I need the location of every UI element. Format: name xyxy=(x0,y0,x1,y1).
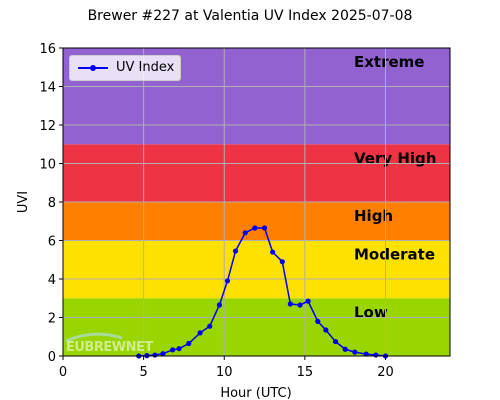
x-tick-label: 5 xyxy=(139,365,147,380)
legend-label-uv-index: UV Index xyxy=(116,60,175,75)
band-label-high: High xyxy=(354,207,393,225)
band-label-very-high: Very High xyxy=(354,149,436,167)
band-label-low: Low xyxy=(354,303,388,321)
y-tick-label: 8 xyxy=(48,196,56,211)
x-tick-label: 10 xyxy=(216,365,233,380)
data-point xyxy=(224,278,231,284)
x-tick-label: 15 xyxy=(297,365,314,380)
data-point xyxy=(242,230,248,236)
band-label-extreme: Extreme xyxy=(354,53,424,71)
chart-title: Brewer #227 at Valentia UV Index 2025-07… xyxy=(88,8,413,24)
watermark-text: EUBREWNET xyxy=(66,340,153,355)
y-tick-label: 6 xyxy=(48,235,56,250)
data-point xyxy=(152,352,158,358)
data-point xyxy=(216,302,223,308)
data-point xyxy=(270,249,276,255)
data-point xyxy=(279,259,285,265)
data-point xyxy=(373,352,379,358)
legend-marker xyxy=(90,65,96,71)
y-tick-label: 16 xyxy=(39,42,56,57)
logo-swoosh xyxy=(65,332,123,343)
data-point xyxy=(232,248,239,254)
data-point xyxy=(323,327,329,333)
data-point xyxy=(176,346,182,352)
x-tick-label: 0 xyxy=(59,365,67,380)
data-point xyxy=(363,351,369,357)
data-point xyxy=(342,346,348,352)
data-point xyxy=(315,318,321,324)
x-axis-label: Hour (UTC) xyxy=(220,386,291,400)
y-tick-label: 2 xyxy=(48,312,56,327)
band-label-moderate: Moderate xyxy=(354,246,435,264)
y-tick-label: 0 xyxy=(48,350,56,365)
data-point xyxy=(207,323,213,329)
data-point xyxy=(160,351,166,357)
data-point xyxy=(352,349,358,355)
data-point xyxy=(170,347,176,353)
data-point xyxy=(186,340,192,347)
data-point xyxy=(305,298,311,304)
x-tick-label: 20 xyxy=(377,365,394,380)
axes: 0 5 10 15 20 0 2 4 6 8 10 12 14 16 xyxy=(39,42,451,380)
data-point xyxy=(261,225,268,231)
data-point xyxy=(197,330,203,336)
series-line-uv-index xyxy=(138,227,386,357)
y-tick-label: 10 xyxy=(39,158,56,173)
y-tick-label: 14 xyxy=(39,81,56,96)
y-axis-label: UVI xyxy=(16,191,31,213)
data-point xyxy=(332,338,339,345)
data-point xyxy=(297,302,303,308)
data-point xyxy=(252,225,258,231)
eubrewnet-logo: EUBREWNET xyxy=(64,331,153,359)
data-point xyxy=(287,301,293,307)
y-tick-label: 12 xyxy=(39,119,56,134)
y-tick-label: 4 xyxy=(48,273,56,288)
legend: UV Index xyxy=(69,55,181,81)
